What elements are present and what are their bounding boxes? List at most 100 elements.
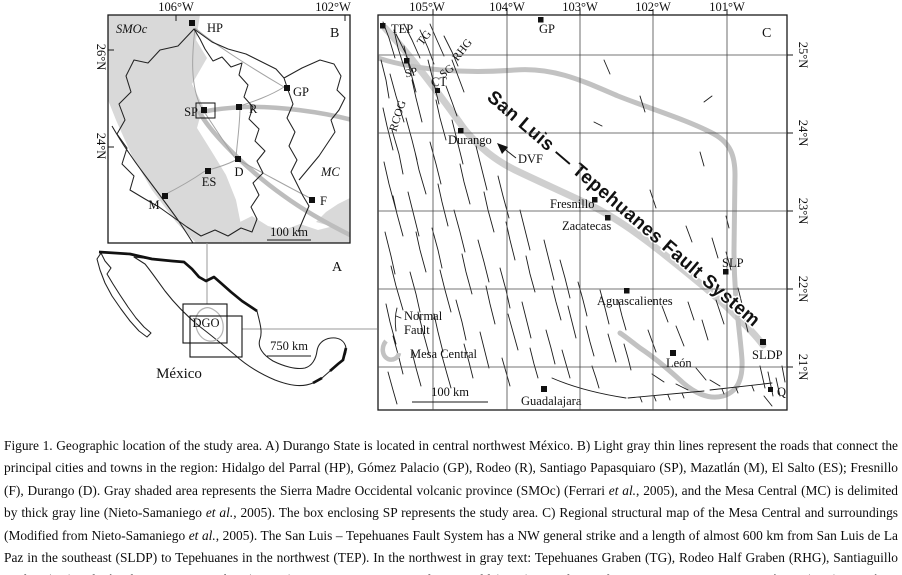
svg-text:ES: ES — [202, 175, 217, 189]
lon-label: 105°W — [409, 0, 445, 14]
dgo-label: DGO — [192, 316, 219, 330]
mc-label: MC — [320, 165, 340, 179]
dgo-inset-box — [182, 303, 228, 344]
city-r: R — [236, 102, 258, 116]
figure-caption: Figure 1. Geographic location of the stu… — [4, 438, 899, 575]
city-gp-c: GP — [538, 17, 555, 36]
legend: Normal Fault Mesa Central 100 km — [380, 307, 488, 403]
graben-rcog: RCOG — [388, 99, 409, 133]
svg-text:Aguascalientes: Aguascalientes — [597, 294, 673, 308]
svg-text:F: F — [320, 194, 327, 208]
city-aguascalientes: Aguascalientes — [597, 288, 673, 308]
normal-fault-symbol — [394, 307, 402, 332]
svg-text:Q: Q — [777, 385, 786, 399]
city-leon: León — [666, 350, 692, 370]
sp-marker — [404, 58, 410, 64]
dvf-annotation: DVF — [497, 143, 543, 166]
graben-rhg: RHG — [450, 37, 474, 64]
city-slp: SLP — [722, 256, 744, 275]
mesa-central-symbol — [380, 339, 402, 362]
svg-text:GP: GP — [293, 85, 309, 99]
city-zacatecas: Zacatecas — [562, 215, 611, 233]
city-ct: CT — [431, 75, 447, 93]
graticule-grid — [378, 15, 787, 410]
svg-text:SP: SP — [184, 105, 198, 119]
city-f: F — [309, 194, 327, 208]
scale-bar-b: 100 km — [267, 225, 311, 241]
city-fresnillo: Fresnillo — [550, 197, 598, 211]
city-sldp: SLDP — [752, 339, 783, 362]
legend-normal: Normal — [404, 309, 443, 323]
panel-b-ticks — [108, 15, 346, 148]
svg-text:Zacatecas: Zacatecas — [562, 219, 611, 233]
panel-b-frame — [107, 14, 351, 244]
panel-c-letter: C — [762, 26, 771, 41]
svg-text:750 km: 750 km — [270, 339, 308, 353]
city-durango: Durango — [448, 128, 492, 147]
city-tep: TEP — [380, 22, 413, 36]
svg-text:SLP: SLP — [722, 256, 744, 270]
neighbor-state-boundary — [193, 28, 346, 233]
smoc-shaded-wedge — [316, 198, 350, 234]
svg-text:Guadalajara: Guadalajara — [521, 394, 582, 408]
svg-text:M: M — [148, 198, 159, 212]
city-guadalajara: Guadalajara — [521, 386, 582, 408]
lat-label: 24°N — [796, 120, 810, 147]
legend-mesa-central: Mesa Central — [410, 347, 478, 361]
study-area-box — [195, 102, 216, 119]
mesa-central-thick-line-b — [196, 104, 350, 238]
svg-text:SLDP: SLDP — [752, 348, 783, 362]
roads — [163, 27, 311, 199]
study-extent-box — [189, 315, 243, 358]
lat-label: 26°N — [94, 44, 108, 71]
svg-text:GP: GP — [539, 22, 555, 36]
svg-text:100 km: 100 km — [431, 385, 469, 399]
panel-c-frame — [377, 14, 788, 411]
fault-system-band — [381, 24, 767, 349]
baja-california-outline — [96, 252, 152, 338]
dgo-state-outline — [194, 307, 224, 342]
sp-gray-label: SP — [403, 66, 418, 81]
mexico-mainland-outline — [133, 256, 347, 387]
figure-graphic: 106°W 102°W 26°N 24°N SMOc MC B HP GP R … — [94, 0, 810, 411]
legend-fault: Fault — [404, 323, 430, 337]
panel-a-letter: A — [332, 260, 343, 275]
lat-label: 24°N — [94, 133, 108, 160]
panel-c-ticks — [432, 9, 793, 368]
city-m: M — [148, 193, 168, 212]
lon-label: 103°W — [562, 0, 598, 14]
svg-text:100 km: 100 km — [270, 225, 308, 239]
smoc-shaded-strip — [240, 216, 350, 243]
svg-text:CT: CT — [431, 75, 447, 89]
lon-label: 102°W — [635, 0, 671, 14]
lon-label: 106°W — [158, 0, 194, 14]
lon-label: 101°W — [709, 0, 745, 14]
panel-b-map: 106°W 102°W 26°N 24°N SMOc MC B HP GP R … — [94, 0, 351, 244]
svg-text:TEP: TEP — [391, 22, 413, 36]
lon-label: 104°W — [489, 0, 525, 14]
city-hp: HP — [189, 20, 223, 35]
smoc-shaded-area — [108, 15, 243, 243]
city-sp: SP — [184, 105, 207, 119]
lat-label: 25°N — [796, 42, 810, 69]
panel-b-letter: B — [330, 26, 339, 41]
svg-text:D: D — [234, 165, 243, 179]
svg-text:HP: HP — [207, 21, 223, 35]
scale-bar-a: 750 km — [267, 339, 311, 357]
graben-tg: TG — [415, 28, 434, 47]
svg-text:León: León — [666, 356, 692, 370]
city-d: D — [234, 156, 244, 179]
durango-state-boundary — [116, 28, 266, 237]
svg-text:Durango: Durango — [448, 133, 492, 147]
se-coast-thick-line — [312, 347, 348, 385]
svg-text:R: R — [249, 102, 258, 116]
scale-bar-c: 100 km — [412, 385, 488, 403]
panel-a-map: DGO A 750 km México — [96, 243, 377, 387]
lat-label: 23°N — [796, 198, 810, 225]
city-es: ES — [202, 168, 217, 189]
city-gp: GP — [284, 85, 309, 99]
mexico-label: México — [156, 366, 202, 382]
dvf-label: DVF — [518, 152, 543, 166]
us-border-thick-line — [98, 250, 258, 313]
